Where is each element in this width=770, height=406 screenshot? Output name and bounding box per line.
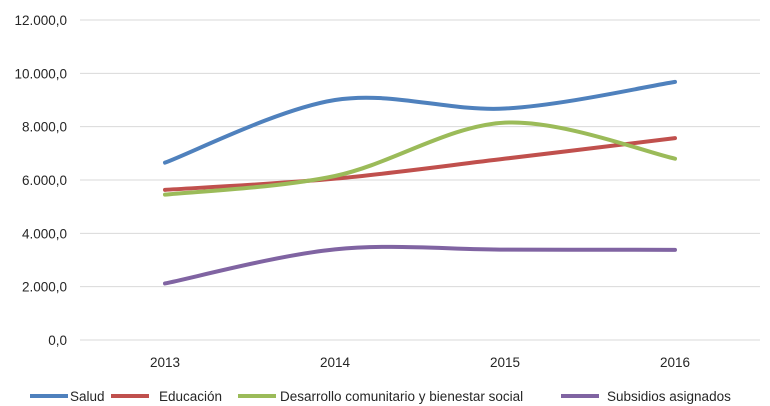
series-line-0 [163,79,677,165]
x-tick-label: 2014 [320,355,351,370]
series-lines [163,79,677,286]
x-tick-label: 2015 [490,355,520,370]
y-tick-label: 10.000,0 [14,66,67,81]
legend-label: Educación [159,389,222,404]
y-tick-label: 0,0 [48,333,67,348]
x-tick-label: 2013 [150,355,180,370]
y-tick-label: 12.000,0 [14,13,67,28]
legend-label: Desarrollo comunitario y bienestar socia… [280,389,523,404]
x-axis-tick-labels: 2013 2014 2015 2016 [150,355,690,370]
legend-label: Salud [70,389,105,404]
legend-label: Subsidios asignados [607,389,731,404]
x-tick-label: 2016 [660,355,690,370]
series-line-1 [163,136,677,192]
y-tick-label: 2.000,0 [22,280,67,295]
series-line-2 [163,120,677,197]
legend: Salud Educación Desarrollo comunitario y b… [30,389,731,404]
y-tick-label: 8.000,0 [22,120,67,135]
y-tick-label: 4.000,0 [22,226,67,241]
gridlines [80,19,760,341]
y-axis-tick-labels: 0,0 2.000,0 4.000,0 6.000,0 8.000,0 10.000,0 1… [14,13,67,348]
y-tick-label: 6.000,0 [22,173,67,188]
series-line-3 [163,244,677,286]
